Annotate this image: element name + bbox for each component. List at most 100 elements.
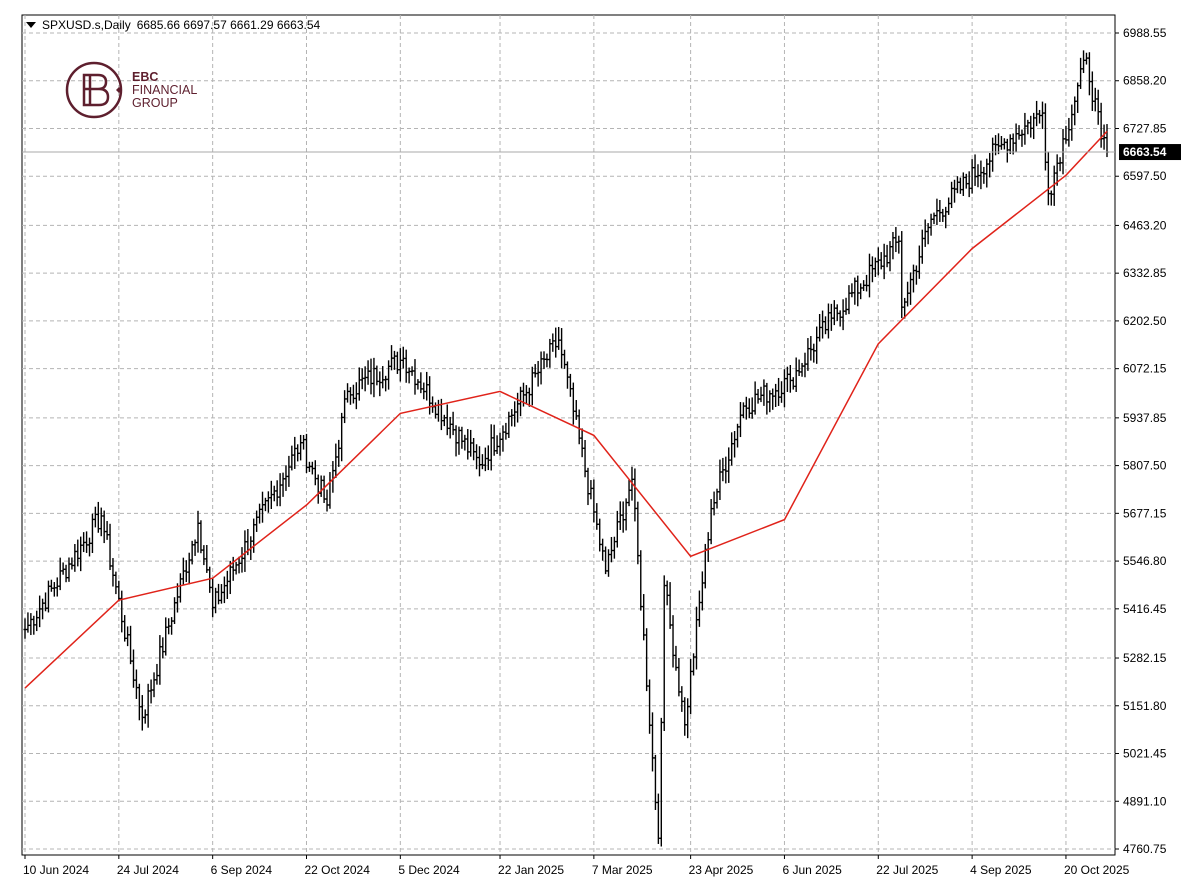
ohlc-bar (111, 558, 115, 587)
ohlc-bar (64, 564, 68, 583)
ohlc-bar (55, 577, 59, 597)
ohlc-bar (762, 379, 766, 406)
ohlc-bar (29, 613, 33, 636)
ohlc-bar (131, 649, 135, 688)
ohlc-bar (407, 367, 411, 384)
ohlc-bar (457, 426, 461, 455)
dropdown-triangle-icon[interactable] (26, 22, 36, 28)
ohlc-bar (812, 343, 816, 363)
ohlc-bar (618, 501, 622, 530)
ohlc-bar (299, 434, 303, 461)
ohlc-bar (545, 353, 549, 368)
ohlc-bar (621, 501, 625, 533)
ohlc-bar (202, 545, 206, 566)
ohlc-bar (909, 272, 913, 305)
ohlc-bar (225, 570, 229, 600)
ohlc-bar (824, 316, 828, 335)
ohlc-bar (445, 404, 449, 436)
ohlc-bar (337, 439, 341, 467)
ohlc-bar (307, 461, 311, 472)
ohlc-bar (551, 333, 555, 352)
ohlc-bar (173, 597, 177, 625)
ohlc-bar (281, 472, 285, 497)
ohlc-bar (609, 537, 613, 563)
ohlc-bar (469, 429, 473, 457)
ohlc-bar (378, 371, 382, 397)
y-tick-label: 5546.80 (1123, 554, 1167, 568)
ohlc-bar (712, 491, 716, 516)
ohlc-bar (366, 360, 370, 385)
ohlc-bar (1049, 190, 1053, 206)
ohlc-bar (472, 437, 476, 461)
ohlc-bar (829, 303, 833, 331)
ohlc-bar (598, 518, 602, 552)
ohlc-bar (715, 488, 719, 509)
ohlc-bar (390, 345, 394, 371)
ohlc-bar (123, 615, 127, 642)
ohlc-bar (903, 297, 907, 319)
ebc-logo-icon (65, 61, 123, 119)
ohlc-bar (480, 454, 484, 470)
ohlc-bar (228, 560, 232, 595)
ohlc-bar (375, 365, 379, 386)
ohlc-bar (266, 491, 270, 513)
ohlc-bar (636, 501, 640, 565)
ohlc-bar (334, 443, 338, 478)
ohlc-bar (1093, 87, 1097, 112)
ohlc-bar (756, 388, 760, 404)
ohlc-bar (340, 412, 344, 462)
ohlc-bar (1096, 89, 1100, 125)
ohlc-bar (659, 717, 663, 847)
ohlc-bar (23, 618, 27, 639)
ohlc-bar (914, 265, 918, 285)
ohlc-bar (853, 277, 857, 305)
ohlc-bar (1017, 125, 1021, 140)
ohlc-bar (149, 679, 153, 704)
ohlc-bar (510, 409, 514, 427)
x-tick-label: 10 Jun 2024 (23, 863, 89, 877)
ohlc-bar (217, 583, 221, 605)
y-tick-label: 6332.85 (1123, 266, 1167, 280)
ohlc-bar (410, 366, 414, 376)
ohlc-bar (527, 387, 531, 407)
ohlc-bar (938, 199, 942, 222)
ohlc-bar (140, 695, 144, 731)
ohlc-bar (90, 513, 94, 554)
ohlc-bar (882, 243, 886, 280)
ohlc-bar (1084, 52, 1088, 65)
ohlc-bar (639, 550, 643, 611)
ohlc-bar (108, 523, 112, 571)
ohlc-bar (1046, 151, 1050, 206)
ohlc-bar (88, 537, 92, 557)
y-tick-label: 5151.80 (1123, 699, 1167, 713)
ebc-logo: EBC FINANCIAL GROUP (64, 60, 197, 120)
ohlc-bar (1064, 125, 1068, 144)
ohlc-bar (958, 177, 962, 194)
ohlc-bar (935, 198, 939, 226)
ohlc-bar (205, 545, 209, 573)
ohlc-bar (49, 579, 53, 592)
ohlc-bar (607, 549, 611, 577)
ohlc-bar (1035, 100, 1039, 127)
ohlc-bar (791, 377, 795, 390)
ohlc-bar (278, 473, 282, 507)
ohlc-bar (1029, 115, 1033, 138)
ohlc-bar (809, 336, 813, 361)
ohlc-bar (1087, 52, 1091, 96)
ohlc-bar (738, 402, 742, 438)
ohlc-bar (422, 382, 426, 400)
ohlc-bar (982, 166, 986, 184)
ohlc-bar (818, 314, 822, 342)
ohlc-bar (917, 245, 921, 279)
ohlc-bar (821, 310, 825, 339)
ohlc-bar (190, 540, 194, 565)
ohlc-bar (451, 411, 455, 436)
symbol-label: SPXUSD.s,Daily (42, 18, 131, 32)
ohlc-bar (146, 683, 150, 728)
ohlc-bar (563, 349, 567, 369)
ohlc-bar (753, 381, 757, 415)
ohlc-bar (237, 556, 241, 574)
ohlc-bar (876, 247, 880, 276)
y-tick-label: 6727.85 (1123, 121, 1167, 135)
ohlc-bar (460, 426, 464, 449)
